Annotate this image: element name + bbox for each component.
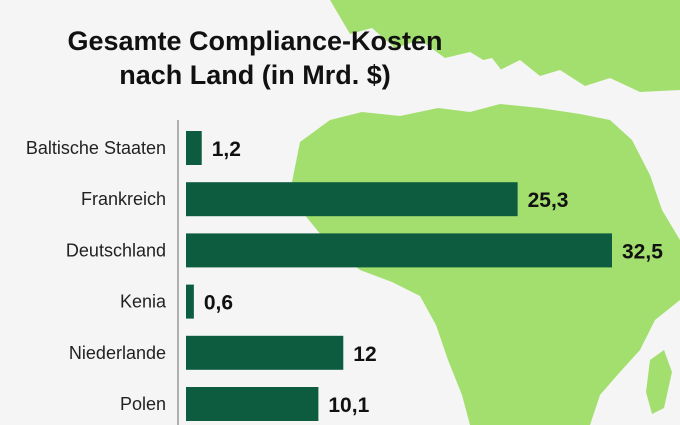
category-label: Frankreich [81,189,166,209]
category-label: Polen [120,394,166,414]
category-label: Niederlande [69,343,166,363]
category-label: Deutschland [66,240,166,260]
category-label: Baltische Staaten [26,138,166,158]
data-label: 0,6 [204,292,233,315]
chart-title-line-2: nach Land (in Mrd. $) [119,60,391,90]
bar [186,387,319,421]
data-label: 12 [353,343,376,366]
bar [186,335,344,370]
chart-title-line-1: Gesamte Compliance-Kosten [67,26,443,56]
data-label: 25,3 [528,189,569,212]
bar [186,284,194,319]
bar [186,182,518,217]
category-label: Kenia [120,292,167,312]
data-label: 32,5 [622,240,663,263]
data-label: 1,2 [212,138,241,161]
data-label: 10,1 [328,394,369,417]
bar [186,131,202,165]
bar [186,233,612,268]
